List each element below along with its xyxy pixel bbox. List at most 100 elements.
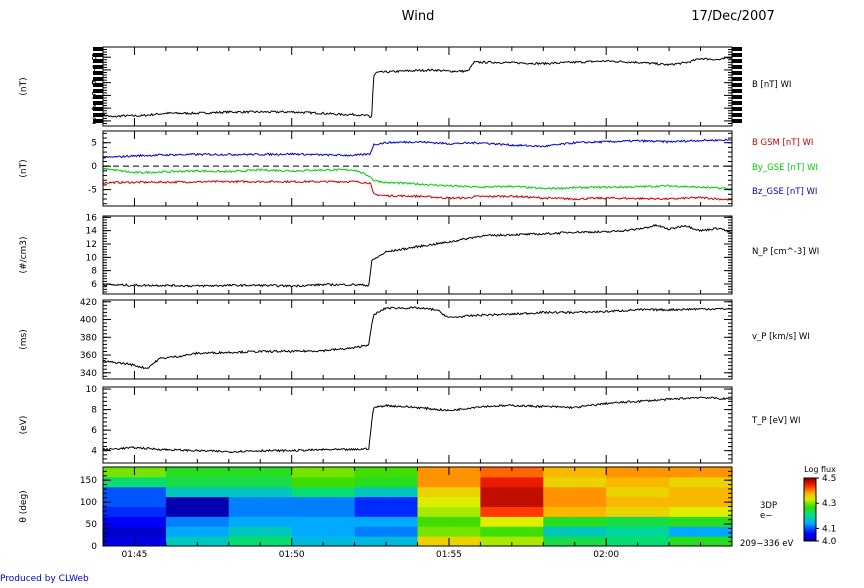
- panel-1: 345678(nT)B [nT] WI: [19, 46, 791, 127]
- colorbar-band: [804, 485, 816, 488]
- colorbar-band: [804, 490, 816, 493]
- heatmap-cell: [574, 516, 607, 527]
- heatmap-cell: [386, 506, 418, 517]
- heatmap-cell: [291, 476, 324, 488]
- heatmap-cell: [669, 476, 702, 488]
- heatmap-cell: [134, 486, 167, 498]
- series-line-1: [102, 306, 733, 370]
- colorbar-band: [804, 531, 816, 534]
- heatmap-cell: [260, 526, 293, 537]
- y-tick-label: 420: [80, 298, 97, 308]
- heatmap-cell: [700, 536, 733, 547]
- date-label: 17/Dec/2007: [691, 9, 775, 24]
- heatmap-cell: [606, 486, 639, 498]
- frame-grip: [732, 101, 742, 105]
- heatmap-cell: [417, 536, 450, 547]
- panel-frame: [102, 46, 733, 127]
- heatmap-cell: [197, 476, 230, 488]
- heatmap-cell: [637, 526, 670, 537]
- frame-grip: [732, 119, 742, 123]
- colorbar-band: [804, 506, 816, 509]
- heatmap-cell: [574, 467, 607, 478]
- colorbar-band: [804, 522, 816, 525]
- heatmap-label: 3DP: [760, 501, 777, 511]
- heatmap-cell: [574, 536, 607, 547]
- heatmap-cell: [637, 486, 670, 498]
- series-line-1: [102, 56, 733, 118]
- series-label: T_P [eV] WI: [751, 416, 801, 426]
- y-tick-label: 4: [91, 447, 97, 457]
- colorbar-frame: [803, 477, 817, 542]
- colorbar-band: [804, 536, 816, 539]
- panel-4: 340 360 380 400 420 (ms) v_P [km/s] WI: [19, 298, 810, 380]
- heatmap-cell: [291, 467, 324, 478]
- heatmap-cell: [260, 496, 293, 507]
- heatmap-cell: [480, 526, 513, 537]
- colorbar-band: [804, 487, 816, 490]
- heatmap-cell: [354, 496, 387, 507]
- heatmap-cell: [197, 506, 230, 517]
- y-tick-label: 16: [86, 213, 98, 223]
- heatmap-cell: [669, 467, 702, 478]
- frame-grip: [732, 83, 742, 87]
- heatmap-cell: [197, 486, 230, 498]
- heatmap-cell: [103, 486, 135, 498]
- frame-grip: [93, 119, 103, 123]
- heatmap-cell: [228, 516, 261, 527]
- frame-grip: [93, 113, 103, 117]
- heatmap-cell: [448, 516, 481, 527]
- heatmap-cell: [134, 476, 167, 488]
- heatmap-cell: [511, 516, 544, 527]
- heatmap-cell: [480, 516, 513, 527]
- heatmap-sublabel: e−: [760, 511, 772, 521]
- series-label: B GSM [nT] WI: [752, 138, 813, 148]
- frame-grip: [732, 89, 742, 93]
- heatmap-cell: [260, 516, 293, 527]
- heatmap-cell: [386, 526, 418, 537]
- colorbar: Log flux 4.5 4.3 4.1 4.0: [803, 465, 837, 547]
- heatmap-cell: [103, 476, 135, 488]
- heatmap-cell: [480, 506, 513, 517]
- heatmap-cell: [511, 486, 544, 498]
- y-tick-label: 100: [80, 498, 97, 508]
- y-tick-label: 0: [91, 542, 97, 552]
- heatmap-cell: [103, 526, 135, 537]
- heatmap-cell: [228, 506, 261, 517]
- heatmap-cell: [606, 536, 639, 547]
- y-tick-label: 10: [86, 385, 98, 395]
- colorbar-band: [804, 533, 816, 536]
- heatmap-cell: [606, 516, 639, 527]
- colorbar-band: [804, 507, 816, 510]
- heatmap-cell: [354, 486, 387, 498]
- colorbar-band: [804, 528, 816, 531]
- y-tick-label: 10: [86, 253, 98, 263]
- colorbar-band: [804, 523, 816, 526]
- colorbar-band: [804, 478, 816, 481]
- frame-grip: [93, 107, 103, 111]
- heatmap-cell: [574, 496, 607, 507]
- heatmap-cell: [103, 506, 135, 517]
- heatmap-cell: [323, 476, 356, 488]
- heatmap-cell: [700, 467, 733, 478]
- heatmap-cell: [134, 506, 167, 517]
- heatmap-cell: [260, 467, 293, 478]
- frame-grip: [732, 95, 742, 99]
- heatmap-cell: [637, 496, 670, 507]
- series-label: v_P [km/s] WI: [752, 332, 810, 342]
- frame-grip: [93, 71, 103, 75]
- heatmap-cell: [700, 506, 733, 517]
- heatmap-cell: [354, 506, 387, 517]
- heatmap-cell: [165, 526, 198, 537]
- frame-grip: [732, 77, 742, 81]
- frame-grip: [732, 59, 742, 63]
- series-line-3: [102, 138, 733, 159]
- heatmap-cell: [386, 536, 418, 547]
- heatmap-cell: [134, 516, 167, 527]
- time-label: 01:50: [279, 550, 305, 560]
- y-axis-label: (eV): [19, 416, 29, 435]
- heatmap-cell: [291, 516, 324, 527]
- heatmap-cell: [448, 526, 481, 537]
- colorbar-band: [804, 498, 816, 501]
- heatmap-cell: [260, 476, 293, 488]
